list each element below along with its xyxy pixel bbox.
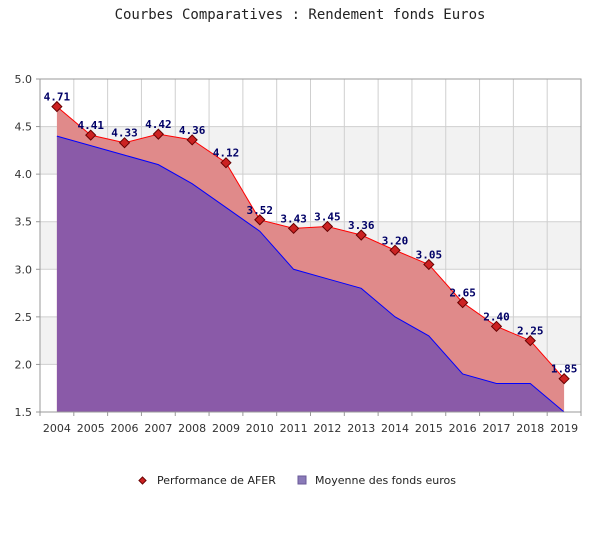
afer-data-label: 4.42	[145, 118, 172, 131]
afer-data-label: 4.71	[44, 91, 71, 104]
afer-point-marker	[85, 129, 97, 141]
afer-point-marker	[152, 128, 165, 140]
afer-point-marker	[287, 222, 300, 235]
moyenne-line	[56, 135, 565, 413]
afer-data-label: 3.52	[247, 204, 274, 217]
afer-data-label: 4.36	[179, 124, 206, 137]
legend: Performance de AFER Moyenne des fonds eu…	[138, 474, 456, 487]
y-tick-label: 2.0	[15, 358, 33, 371]
afer-data-label: 2.40	[483, 310, 510, 323]
afer-point-marker	[558, 373, 570, 385]
data-labels: 4.71 4.41 4.33 4.42 4.36 4.12 3.52 3.43 3.45 3.36…	[44, 91, 578, 376]
x-tick-label: 2012	[313, 422, 341, 435]
x-tick-label: 2014	[381, 422, 409, 435]
afer-data-label: 4.12	[213, 147, 240, 160]
y-tick-label: 3.5	[15, 216, 33, 229]
afer-data-label: 3.05	[416, 249, 443, 262]
tick-labels: 2004 2005 2006 2007 2008 2009 2010 2011 2012 2013…	[15, 73, 579, 435]
afer-point-marker	[186, 134, 198, 146]
legend-moyenne-label: Moyenne des fonds euros	[315, 474, 456, 487]
y-tick-label: 1.5	[15, 406, 33, 419]
afer-data-label: 3.43	[280, 212, 307, 225]
legend-item-moyenne: Moyenne des fonds euros	[297, 474, 456, 487]
y-tick-label: 2.5	[15, 311, 33, 324]
legend-afer-label: Performance de AFER	[157, 474, 276, 487]
x-tick-label: 2005	[77, 422, 105, 435]
x-tick-label: 2009	[212, 422, 240, 435]
afer-data-label: 4.33	[111, 127, 138, 140]
axes	[36, 78, 582, 416]
afer-data-label: 3.36	[348, 219, 375, 232]
x-tick-label: 2006	[111, 422, 139, 435]
y-tick-label: 4.5	[15, 121, 33, 134]
x-tick-label: 2016	[449, 422, 477, 435]
x-tick-label: 2004	[43, 422, 71, 435]
afer-point-marker	[524, 334, 536, 347]
afer-point-marker	[490, 320, 503, 333]
afer-point-marker	[423, 258, 435, 271]
afer-data-label: 1.85	[551, 363, 578, 376]
afer-point-marker	[220, 157, 232, 169]
afer-data-label: 2.65	[449, 287, 476, 300]
x-tick-label: 2018	[516, 422, 544, 435]
afer-point-marker	[254, 214, 266, 226]
x-tick-label: 2007	[144, 422, 172, 435]
afer-point-marker	[51, 100, 63, 113]
afer-markers	[51, 100, 570, 385]
afer-line	[56, 106, 565, 380]
y-tick-label: 4.0	[15, 168, 33, 181]
x-tick-label: 2015	[415, 422, 443, 435]
area-series	[56, 106, 565, 413]
x-tick-label: 2019	[550, 422, 578, 435]
afer-data-label: 3.45	[314, 210, 341, 223]
afer-point-marker	[389, 244, 401, 256]
x-tick-label: 2017	[482, 422, 510, 435]
afer-point-marker	[118, 137, 131, 149]
afer-point-marker	[355, 229, 367, 241]
afer-point-marker	[321, 220, 334, 233]
y-tick-label: 3.0	[15, 263, 33, 276]
legend-afer-marker-icon	[138, 476, 147, 485]
x-tick-label: 2011	[280, 422, 308, 435]
afer-data-label: 4.41	[77, 119, 104, 132]
afer-point-marker	[456, 296, 469, 309]
legend-item-afer: Performance de AFER	[138, 474, 276, 487]
x-tick-label: 2010	[246, 422, 274, 435]
afer-data-label: 2.25	[517, 325, 544, 338]
y-tick-label: 5.0	[15, 73, 33, 86]
chart-title: Courbes Comparatives : Rendement fonds E…	[115, 7, 486, 23]
x-tick-label: 2013	[347, 422, 375, 435]
x-tick-label: 2008	[178, 422, 206, 435]
afer-data-label: 3.20	[382, 234, 409, 247]
legend-moyenne-swatch-icon	[297, 475, 307, 485]
